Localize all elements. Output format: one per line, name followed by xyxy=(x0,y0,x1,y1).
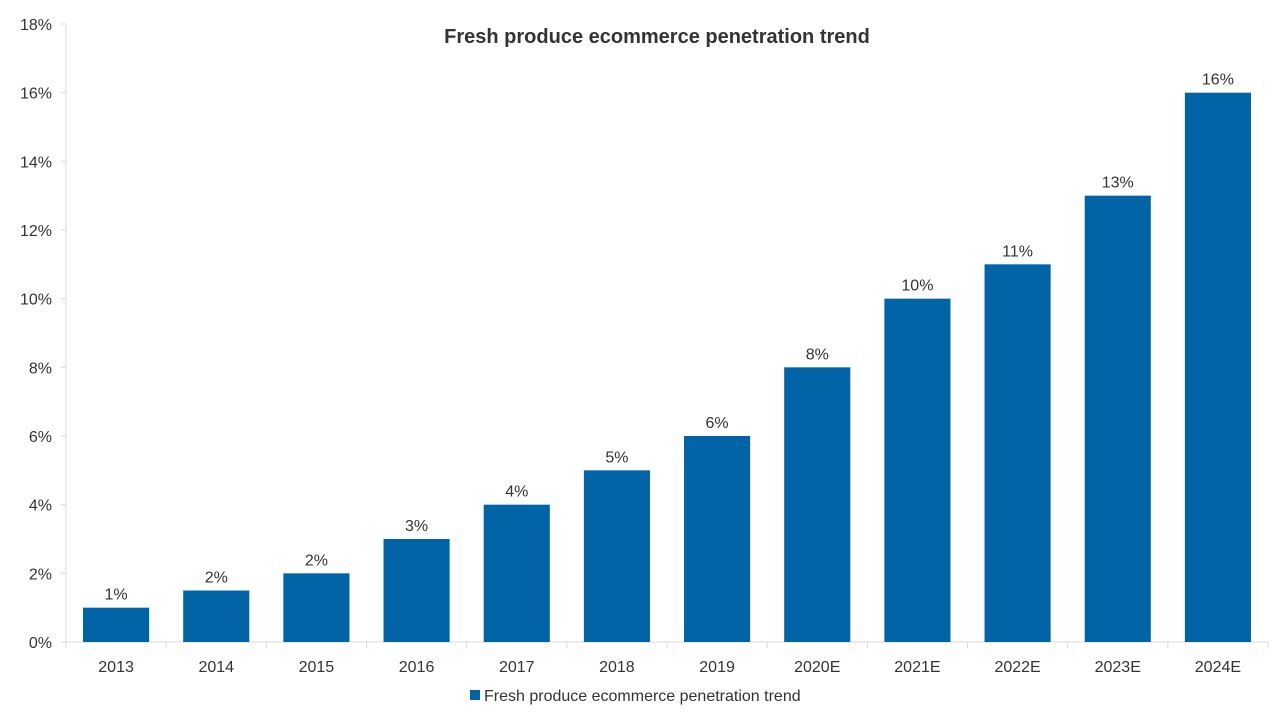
data-label-2020E: 8% xyxy=(806,346,829,363)
data-label-2015: 2% xyxy=(305,552,328,569)
data-label-2017: 4% xyxy=(505,484,528,501)
data-label-2022E: 11% xyxy=(1002,243,1033,260)
y-tick-label: 2% xyxy=(29,566,52,583)
bar-2015 xyxy=(283,573,350,642)
data-label-2019: 6% xyxy=(706,415,729,432)
x-tick-label: 2013 xyxy=(98,659,134,676)
x-tick-label: 2022E xyxy=(994,659,1040,676)
legend: Fresh produce ecommerce penetration tren… xyxy=(470,688,801,705)
data-labels: 1% 2% 2% 3% 4% 5% 6% 8% 10% 11% 13% 16% xyxy=(105,72,1234,604)
data-label-2018: 5% xyxy=(605,449,628,466)
x-tick-label: 2015 xyxy=(299,659,335,676)
y-tick-label: 8% xyxy=(29,360,52,377)
data-label-2024E: 16% xyxy=(1202,72,1234,89)
legend-label: Fresh produce ecommerce penetration tren… xyxy=(484,688,801,705)
y-tick-label: 16% xyxy=(20,86,52,103)
data-label-2014: 2% xyxy=(205,570,228,587)
y-tick-label: 12% xyxy=(20,223,52,240)
bar-2013 xyxy=(83,607,150,642)
legend-swatch xyxy=(470,690,480,700)
y-tick-label: 10% xyxy=(20,292,52,309)
y-tick-label: 4% xyxy=(29,498,52,515)
y-tick-label: 14% xyxy=(20,154,52,171)
x-tick-label: 2024E xyxy=(1195,659,1241,676)
bar-series xyxy=(83,92,1251,642)
y-tick-label: 18% xyxy=(20,17,52,34)
bar-2016 xyxy=(383,539,450,642)
data-label-2016: 3% xyxy=(405,518,428,535)
bar-2020E xyxy=(784,367,851,642)
x-tick-label: 2019 xyxy=(699,659,735,676)
x-tick-label: 2021E xyxy=(894,659,940,676)
x-axis: 2013 2014 2015 2016 2017 2018 2019 2020E 2021E 20… xyxy=(65,641,1269,676)
y-tick-label: 0% xyxy=(29,635,52,652)
x-tick-label: 2018 xyxy=(599,659,635,676)
bar-2014 xyxy=(183,590,250,642)
y-tick-label: 6% xyxy=(29,429,52,446)
data-label-2021E: 10% xyxy=(901,278,933,295)
bar-2024E xyxy=(1184,92,1251,642)
bar-2022E xyxy=(984,264,1051,642)
chart-title: Fresh produce ecommerce penetration tren… xyxy=(444,26,870,48)
x-tick-label: 2023E xyxy=(1095,659,1141,676)
x-tick-label: 2020E xyxy=(794,659,840,676)
x-tick-label: 2017 xyxy=(499,659,535,676)
bar-2018 xyxy=(583,470,650,642)
bar-2023E xyxy=(1084,195,1151,642)
bar-2019 xyxy=(684,436,751,642)
x-tick-label: 2016 xyxy=(399,659,435,676)
bar-2021E xyxy=(884,298,951,642)
bar-2017 xyxy=(483,504,550,642)
y-axis: 0% 2% 4% 6% 8% 10% 12% 14% 16% 18% xyxy=(20,17,67,652)
data-label-2013: 1% xyxy=(105,587,128,604)
x-tick-label: 2014 xyxy=(198,659,234,676)
data-label-2023E: 13% xyxy=(1102,175,1134,192)
